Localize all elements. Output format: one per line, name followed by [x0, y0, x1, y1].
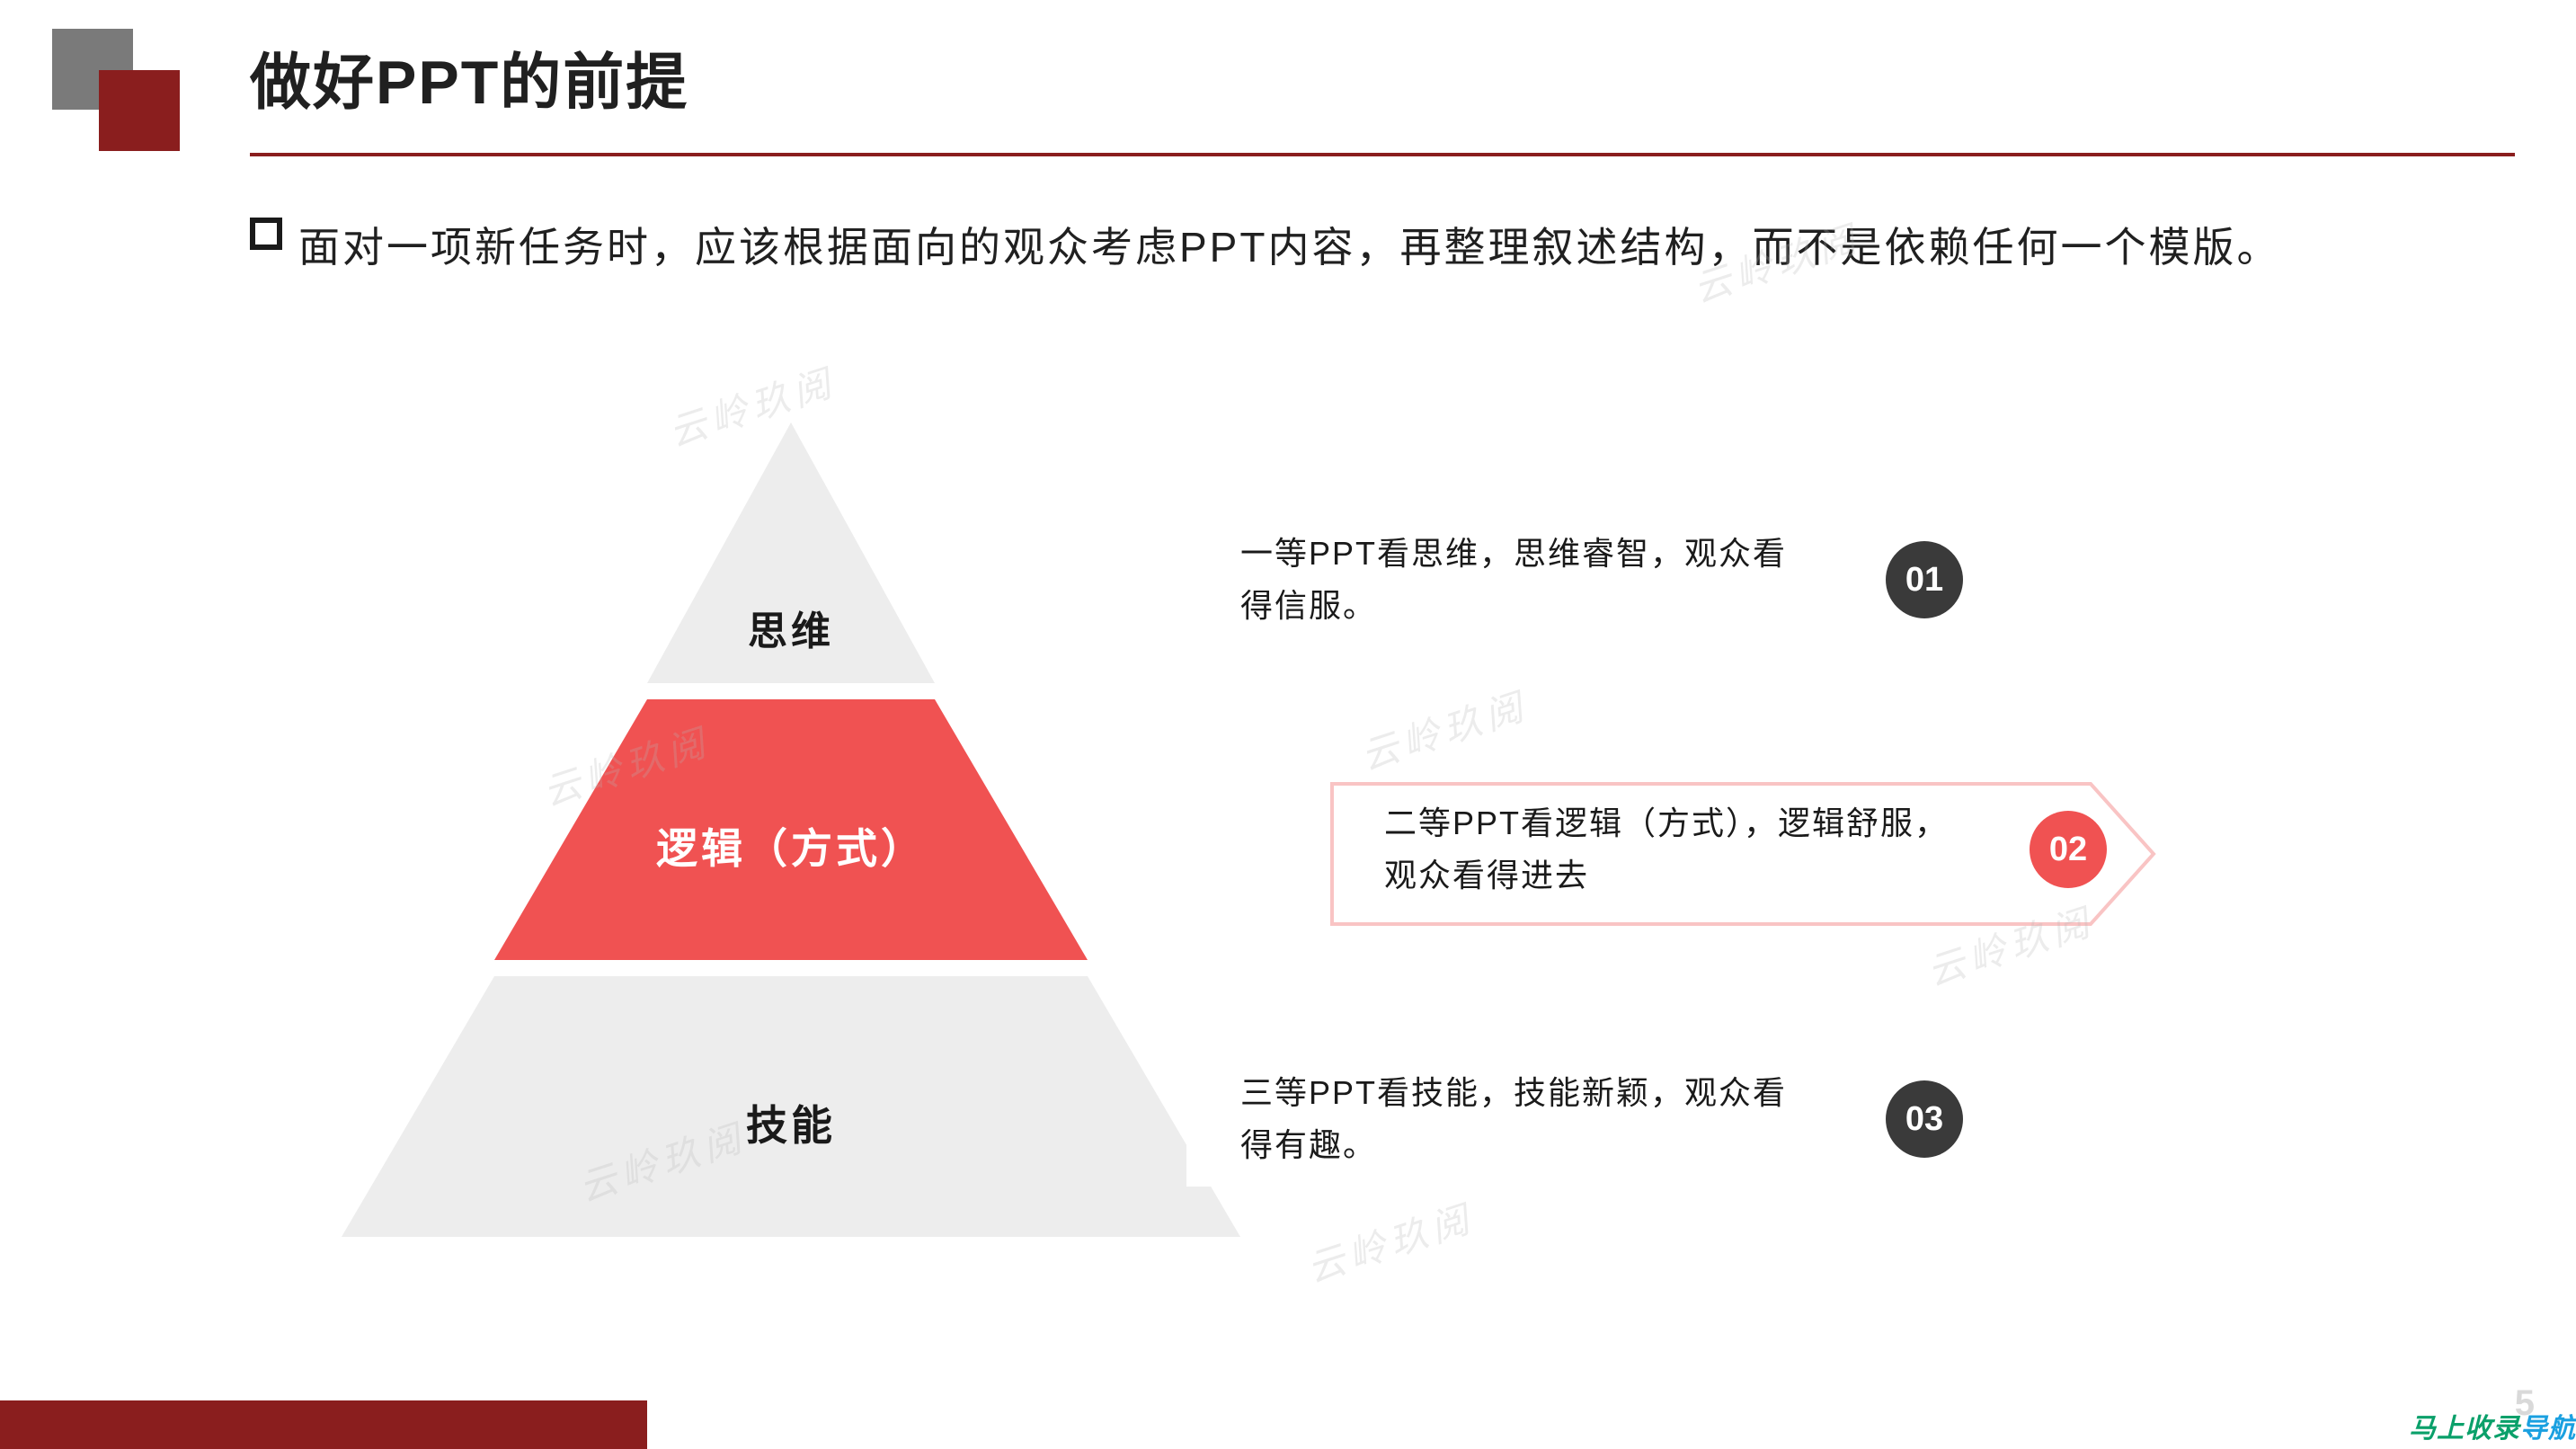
callout-2-text: 二等PPT看逻辑（方式），逻辑舒服，观众看得进去 [1384, 797, 1959, 901]
intro-block: 面对一项新任务时，应该根据面向的观众考虑PPT内容，再整理叙述结构，而不是依赖任… [250, 209, 2479, 287]
callout-2-badge: 02 [2030, 811, 2107, 888]
callout-2: 二等PPT看逻辑（方式），逻辑舒服，观众看得进去 02 [1330, 782, 2157, 917]
callout-1-text: 一等PPT看思维，思维睿智，观众看得信服。 [1240, 528, 1816, 631]
pyramid-tier-3-label: 技能 [746, 1093, 836, 1152]
watermark: 云岭玖阅 [1299, 1188, 1479, 1293]
slide-title: 做好PPT的前提 [250, 32, 688, 121]
pyramid: 思维 逻辑（方式） 技能 [342, 422, 1240, 1249]
pyramid-tier-1: 思维 [647, 422, 935, 683]
bullet-icon [250, 218, 282, 254]
pyramid-tier-2-label: 逻辑（方式） [656, 816, 926, 876]
callout-1-badge: 01 [1886, 541, 1963, 618]
callout-1: 一等PPT看思维，思维睿智，观众看得信服。 01 [1186, 512, 2013, 647]
callout-3-badge: 03 [1886, 1080, 1963, 1158]
pyramid-tier-3: 技能 [342, 976, 1240, 1237]
callout-3: 三等PPT看技能，技能新颖，观众看得有趣。 03 [1186, 1052, 2013, 1187]
pyramid-tier-1-label: 思维 [748, 599, 834, 656]
footer-bar [0, 1400, 647, 1449]
callout-3-text: 三等PPT看技能，技能新颖，观众看得有趣。 [1240, 1067, 1816, 1170]
corner-tag-a: 马上收录 [2409, 1414, 2520, 1444]
intro-text: 面对一项新任务时，应该根据面向的观众考虑PPT内容，再整理叙述结构，而不是依赖任… [298, 209, 2280, 287]
slide: 做好PPT的前提 面对一项新任务时，应该根据面向的观众考虑PPT内容，再整理叙述… [0, 0, 2576, 1449]
title-underline [250, 153, 2515, 156]
pyramid-tier-2: 逻辑（方式） [494, 699, 1088, 960]
corner-tag-b: 导航 [2520, 1414, 2576, 1444]
watermark: 云岭玖阅 [1353, 676, 1533, 781]
corner-tag: 马上收录导航 [2409, 1406, 2576, 1445]
header-square-front [99, 70, 180, 151]
